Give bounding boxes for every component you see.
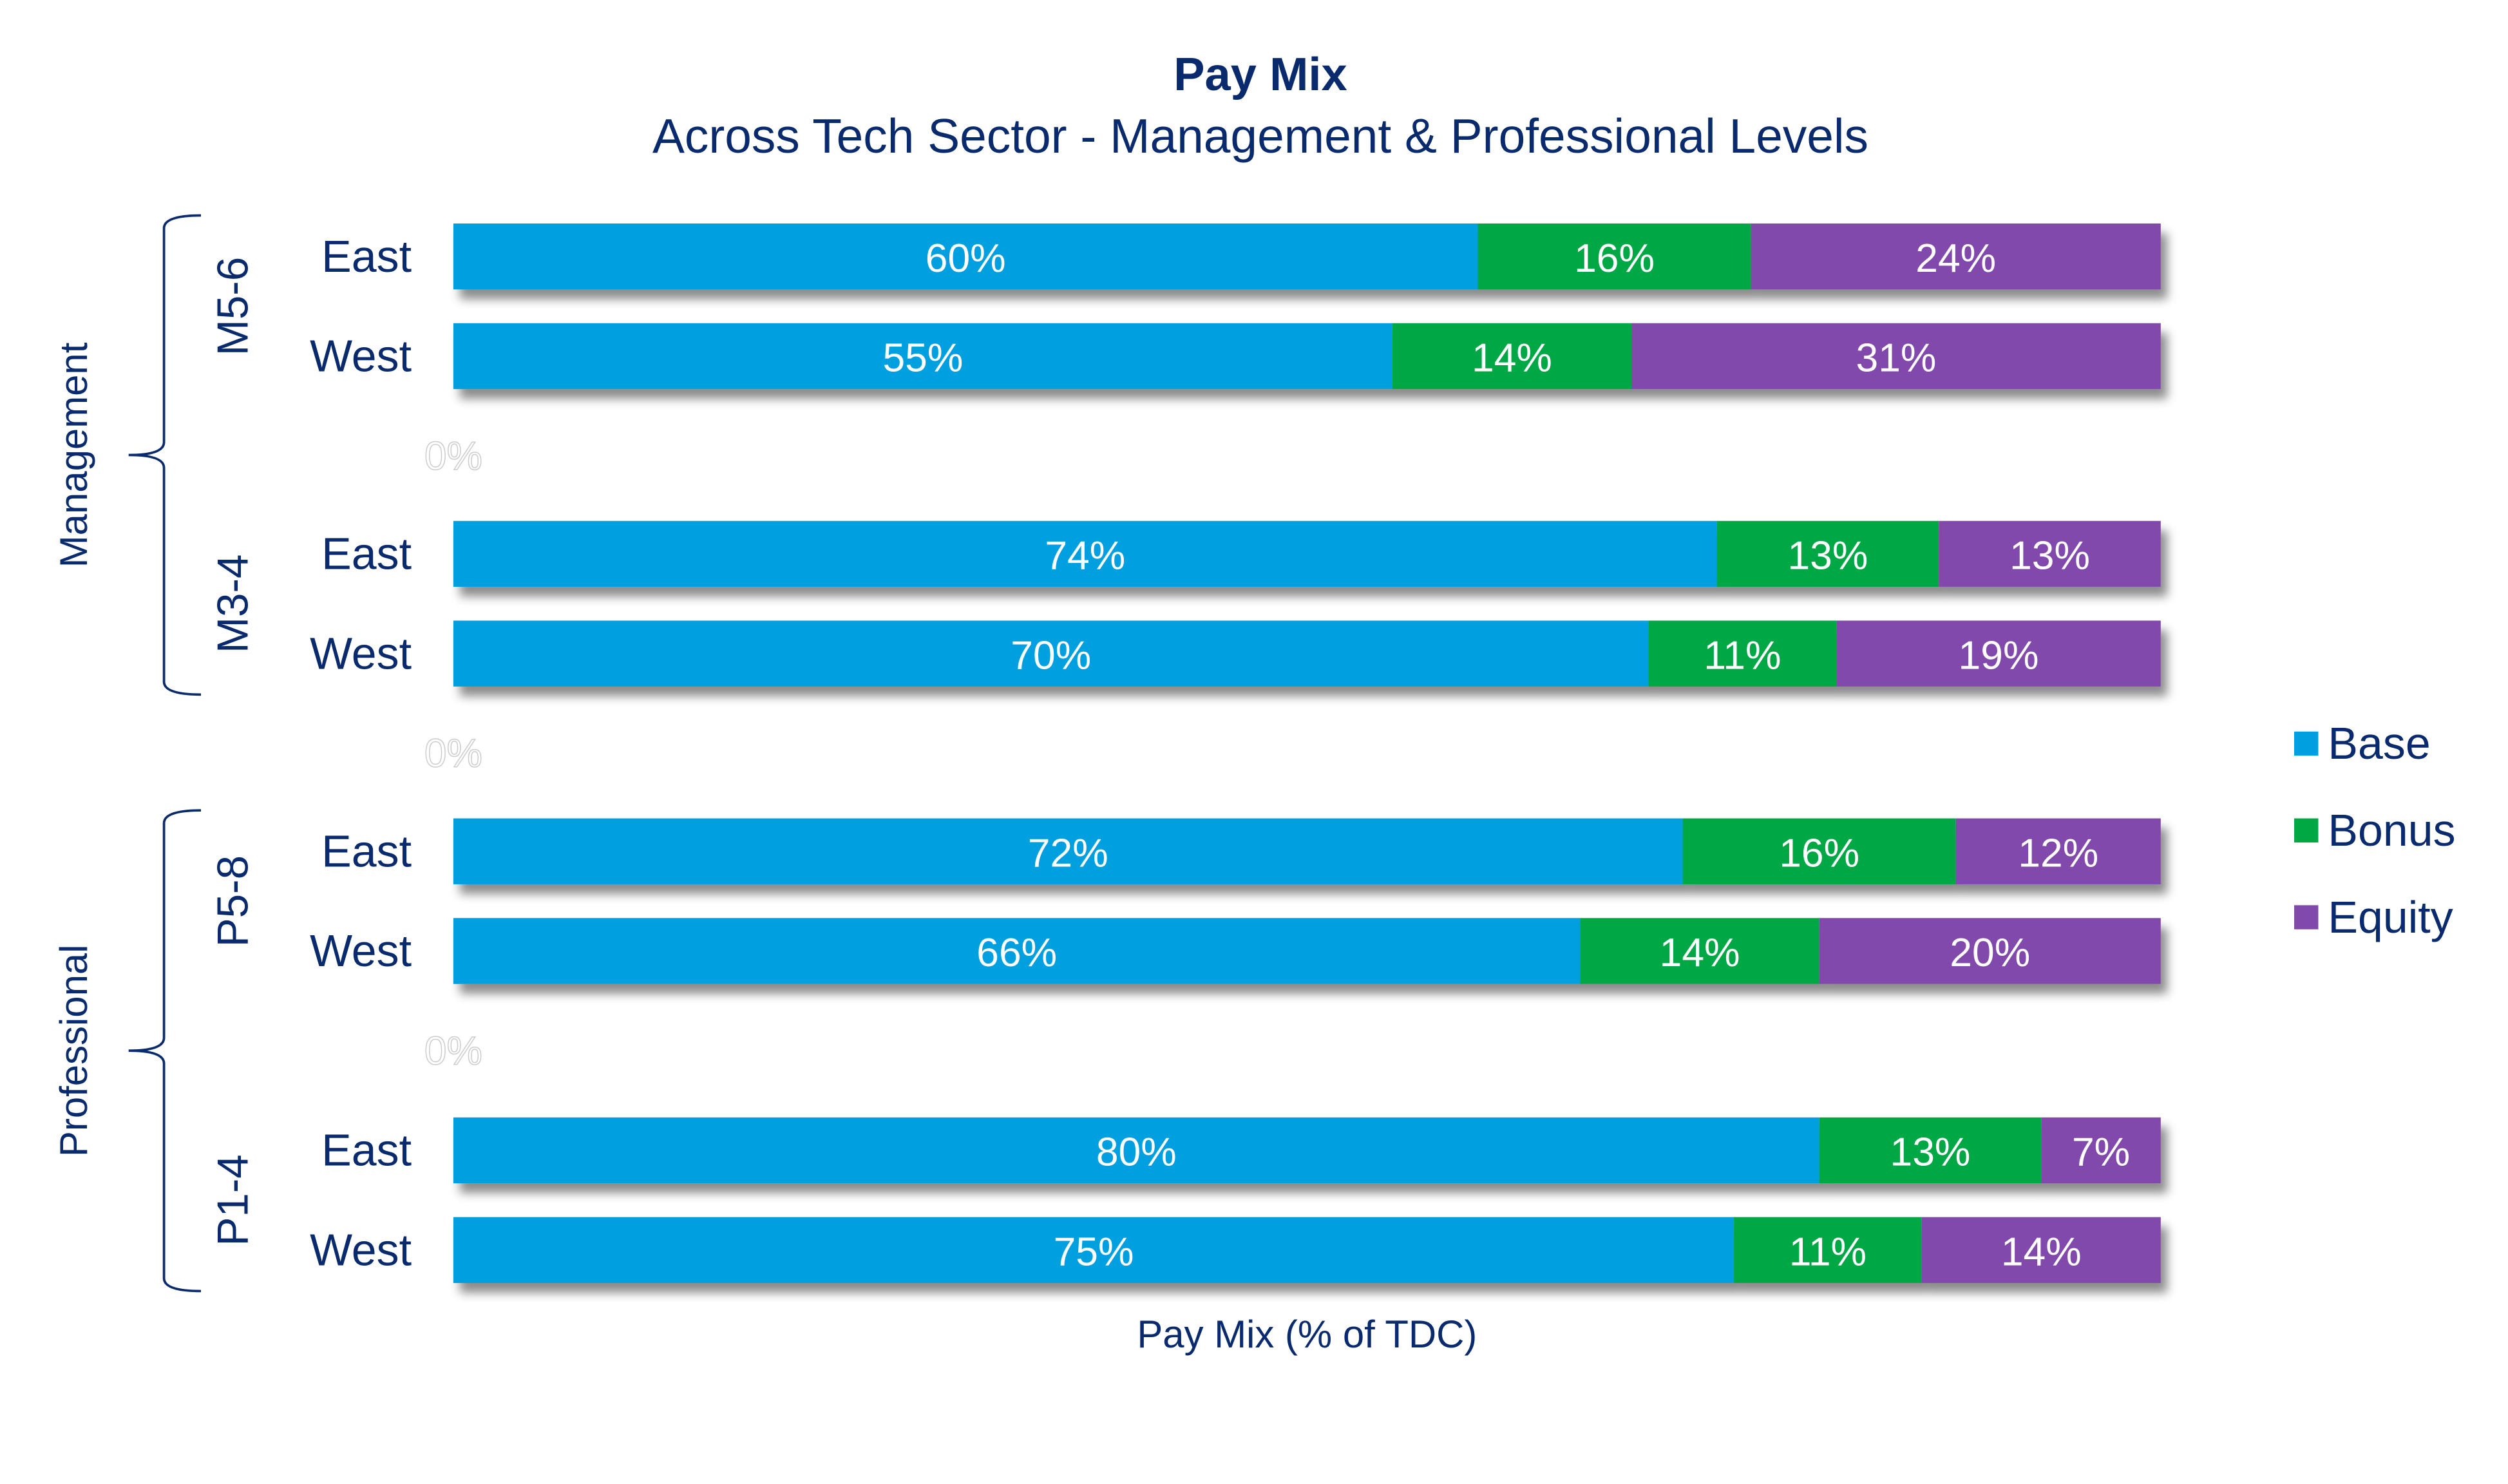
region-label: West [310,331,412,381]
data-label: 55% [882,336,963,381]
level-label: P1-4 [209,1154,257,1246]
data-label: 13% [1890,1130,1971,1175]
data-label: 13% [2009,534,2090,578]
bar-segment-equity [1836,620,2161,687]
bar-segment-bonus [1819,1117,2042,1184]
stacked-bar [453,918,2161,984]
data-label: 14% [1472,336,1552,381]
data-label: 66% [976,931,1057,975]
data-label: 75% [1054,1230,1134,1274]
legend-label-equity: Equity [2328,892,2453,942]
bars-layer: Management M5-6 East 60% 16% 24% West 55% 14% 31%… [52,214,2161,1293]
region-label: East [321,1125,412,1175]
stacked-bar [453,223,2161,290]
data-label: 7% [2072,1130,2130,1175]
spacer-data-label: 0% [424,434,482,479]
data-label: 24% [1915,236,1996,281]
stacked-bar [453,1117,2161,1184]
data-label: 70% [1011,633,1091,678]
bar-segment-base [453,1117,1819,1184]
region-label: East [321,529,412,579]
data-label: 60% [926,236,1006,281]
spacer-data-label: 0% [424,732,482,776]
bar-segment-equity [1921,1217,2161,1283]
bar-segment-bonus [1648,620,1837,687]
bar-segment-equity [1939,520,2161,587]
data-label: 11% [1704,633,1781,678]
bar-segment-base [453,1217,1734,1283]
group-bracket [128,214,202,696]
bar-segment-bonus [1716,520,1939,587]
data-label: 16% [1779,831,1859,875]
bar-segment-bonus [1580,918,1819,984]
spacer-data-label: 0% [424,1029,482,1073]
data-label: 19% [1959,633,2039,678]
stacked-bar [453,520,2161,587]
bar-segment-bonus [1734,1217,1922,1283]
region-label: East [321,826,412,876]
legend-label-base: Base [2328,718,2430,768]
legend-label-bonus: Bonus [2328,805,2455,855]
bar-segment-base [453,520,1717,587]
data-label: 31% [1856,336,1937,381]
stacked-bar [453,323,2161,390]
bar-segment-equity [2041,1117,2161,1184]
level-label: M3-4 [209,555,257,654]
region-label: West [310,1224,412,1275]
bar-segment-base [453,918,1581,984]
region-label: East [321,231,412,281]
legend: Base Bonus Equity [2294,718,2456,942]
bar-segment-equity [1631,323,2161,390]
bar-segment-equity [1955,818,2161,884]
legend-swatch-bonus [2294,818,2319,843]
stacked-bar [453,818,2161,884]
data-label: 14% [2001,1230,2082,1274]
level-label: P5-8 [209,855,257,947]
legend-swatch-base [2294,731,2319,756]
chart-subtitle: Across Tech Sector - Management & Profes… [652,109,1868,163]
data-label: 13% [1787,534,1868,578]
x-axis-label: Pay Mix (% of TDC) [1137,1313,1477,1356]
stacked-bar [453,1217,2161,1283]
data-label: 80% [1096,1130,1177,1175]
bar-segment-bonus [1392,323,1632,390]
data-label: 74% [1045,534,1125,578]
bar-segment-base [453,223,1478,290]
stacked-bar [453,620,2161,687]
region-label: West [310,926,412,976]
data-label: 20% [1950,931,2030,975]
legend-swatch-equity [2294,905,2319,929]
bar-segment-equity [1819,918,2161,984]
data-label: 72% [1028,831,1108,875]
data-label: 11% [1789,1230,1867,1274]
bar-segment-bonus [1477,223,1751,290]
group-label: Professional [52,944,95,1157]
chart-title: Pay Mix [1173,48,1347,100]
region-label: West [310,628,412,678]
bar-segment-base [453,620,1649,687]
group-bracket [128,809,202,1293]
data-label: 16% [1574,236,1655,281]
level-label: M5-6 [209,257,257,356]
group-label: Management [52,342,95,567]
data-label: 14% [1660,931,1740,975]
bar-segment-base [453,818,1683,884]
bar-segment-equity [1751,223,2161,290]
data-label: 12% [2018,831,2098,875]
bar-segment-base [453,323,1392,390]
bar-segment-bonus [1682,818,1956,884]
